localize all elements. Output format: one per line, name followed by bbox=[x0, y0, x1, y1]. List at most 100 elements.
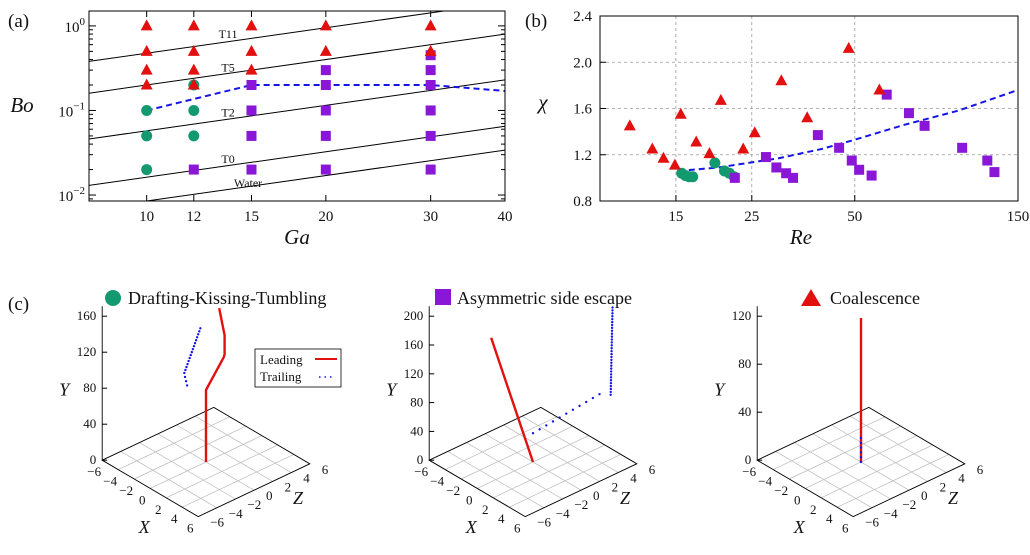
floor-frame bbox=[756, 406, 966, 518]
y-tick-label: 80 bbox=[83, 380, 96, 395]
x-tick-label: 2 bbox=[810, 502, 817, 517]
panel-a-dkt-point bbox=[141, 104, 153, 116]
trailing-trajectory-dot bbox=[565, 412, 568, 415]
z-tick-label: −4 bbox=[229, 506, 243, 521]
panel-a-ase-point bbox=[246, 105, 257, 116]
x-tick-label: 0 bbox=[794, 492, 801, 507]
trailing-trajectory-dot bbox=[859, 441, 863, 444]
trailing-trajectory-dot bbox=[610, 338, 614, 341]
x-tick-label: −4 bbox=[430, 474, 444, 489]
x-tick-label: 12 bbox=[186, 209, 201, 225]
trailing-trajectory-dot bbox=[610, 323, 614, 327]
panel-b-ase-point bbox=[834, 142, 845, 153]
panel-b-ase-point bbox=[919, 120, 930, 131]
z-tick-label: 0 bbox=[266, 488, 273, 503]
floor-grid-line bbox=[182, 454, 294, 508]
panel-a-dkt-point bbox=[141, 130, 153, 142]
trailing-trajectory-dot bbox=[609, 393, 612, 396]
panel-b-coal-point bbox=[623, 119, 636, 131]
regime-legend: Drafting-Kissing-Tumbling Asymmetric sid… bbox=[105, 288, 920, 308]
trailing-trajectory-dot bbox=[609, 387, 613, 391]
trailing-trajectory-dot bbox=[609, 379, 613, 382]
x-axis-label: X bbox=[138, 517, 151, 537]
y-axis-label: Y bbox=[714, 379, 726, 399]
panel-a-ase-point bbox=[425, 130, 436, 141]
panel-a-ase-point bbox=[320, 130, 331, 141]
trailing-trajectory-dot bbox=[610, 349, 613, 353]
z-tick-label: 6 bbox=[977, 462, 984, 477]
panel-a-ase-point bbox=[425, 80, 436, 91]
panel-a-ase-point bbox=[425, 105, 436, 116]
trailing-trajectory-dot bbox=[187, 359, 190, 363]
legend-ase-label: Asymmetric side escape bbox=[457, 288, 632, 308]
panel-b-ase-point bbox=[812, 130, 823, 141]
trailing-trajectory-dot bbox=[609, 376, 613, 379]
trailing-trajectory-dot bbox=[197, 333, 200, 336]
panel-a-coal-point bbox=[187, 78, 200, 90]
panel-b: (b) 15 25 50 150 0.8 1.2 1.6 2.0 2.4 Re χ bbox=[525, 9, 1029, 249]
x-tick-label: 4 bbox=[498, 511, 505, 526]
panel-a-ylabel: Bo bbox=[10, 93, 33, 117]
trailing-trajectory-dot bbox=[188, 356, 191, 360]
trailing-trajectory-dot bbox=[191, 347, 195, 351]
trailing-trajectory-dot bbox=[190, 350, 194, 354]
panel-a-ase-point bbox=[320, 164, 331, 175]
floor-grid-line bbox=[821, 444, 933, 499]
trailing-trajectory-dot bbox=[198, 330, 201, 333]
trailing-trajectory-dot bbox=[611, 312, 614, 315]
z-axis-label: Z bbox=[620, 488, 631, 508]
y-axis-label: Y bbox=[59, 379, 71, 399]
y-tick-label: 200 bbox=[404, 308, 424, 323]
trailing-trajectory-dot bbox=[859, 460, 863, 464]
panel-a-ase-point bbox=[320, 65, 331, 76]
floor-grid-line bbox=[837, 454, 949, 508]
panel-b-label: (b) bbox=[525, 11, 547, 32]
z-tick-label: −6 bbox=[865, 515, 879, 530]
y-tick-label: 120 bbox=[404, 366, 424, 381]
panel-b-coal-point bbox=[842, 41, 855, 53]
trailing-trajectory-dot bbox=[531, 432, 535, 435]
trailing-trajectory-dot bbox=[609, 390, 612, 394]
panel-a-coal-point bbox=[245, 63, 258, 75]
z-tick-label: −2 bbox=[902, 497, 916, 512]
z-tick-label: 4 bbox=[303, 471, 310, 486]
iso-line-t11 bbox=[89, 11, 448, 62]
panel-a-coal-point bbox=[140, 78, 153, 90]
x-tick-label: −6 bbox=[742, 464, 756, 479]
panel-b-ase-point bbox=[881, 89, 892, 100]
x-tick-label: −6 bbox=[414, 464, 428, 479]
y-tick-label: 2.4 bbox=[573, 9, 592, 25]
trailing-trajectory-dot bbox=[609, 384, 613, 388]
trailing-trajectory-dot bbox=[185, 365, 188, 369]
trailing-trajectory-dot bbox=[610, 361, 613, 364]
y-tick-label: 0.8 bbox=[573, 194, 592, 210]
trailing-trajectory-dot bbox=[184, 379, 188, 383]
panel-b-coal-point bbox=[657, 151, 670, 163]
panel-b-coal-point bbox=[714, 93, 727, 105]
x-tick-label: 30 bbox=[423, 209, 438, 225]
iso-line-water bbox=[143, 149, 505, 201]
iso-label-t11: T11 bbox=[219, 27, 238, 41]
panel-a-coal-point bbox=[245, 44, 258, 56]
trailing-trajectory-dot bbox=[611, 306, 614, 309]
y-tick-label: 120 bbox=[77, 344, 97, 359]
panel-a-ase-point bbox=[320, 80, 331, 91]
y-tick-label: 2.0 bbox=[573, 55, 592, 71]
panel-a-coal-point bbox=[319, 44, 332, 56]
x-tick-label: 2 bbox=[482, 502, 489, 517]
x-tick-label: 25 bbox=[744, 209, 759, 225]
z-tick-label: 4 bbox=[630, 471, 637, 486]
panel-a-dkt-point bbox=[188, 130, 200, 142]
floor-frame bbox=[428, 406, 638, 518]
panel-b-ase-point bbox=[957, 142, 968, 153]
y-tick-label: 1.2 bbox=[573, 148, 592, 164]
panel-b-ase-point bbox=[846, 155, 857, 166]
trailing-trajectory-dot bbox=[859, 451, 863, 454]
trailing-trajectory-dot bbox=[610, 332, 614, 335]
trailing-trajectory-dot bbox=[189, 353, 192, 357]
y-tick-label: 0 bbox=[745, 452, 752, 467]
panel-b-ase-point bbox=[854, 164, 865, 175]
